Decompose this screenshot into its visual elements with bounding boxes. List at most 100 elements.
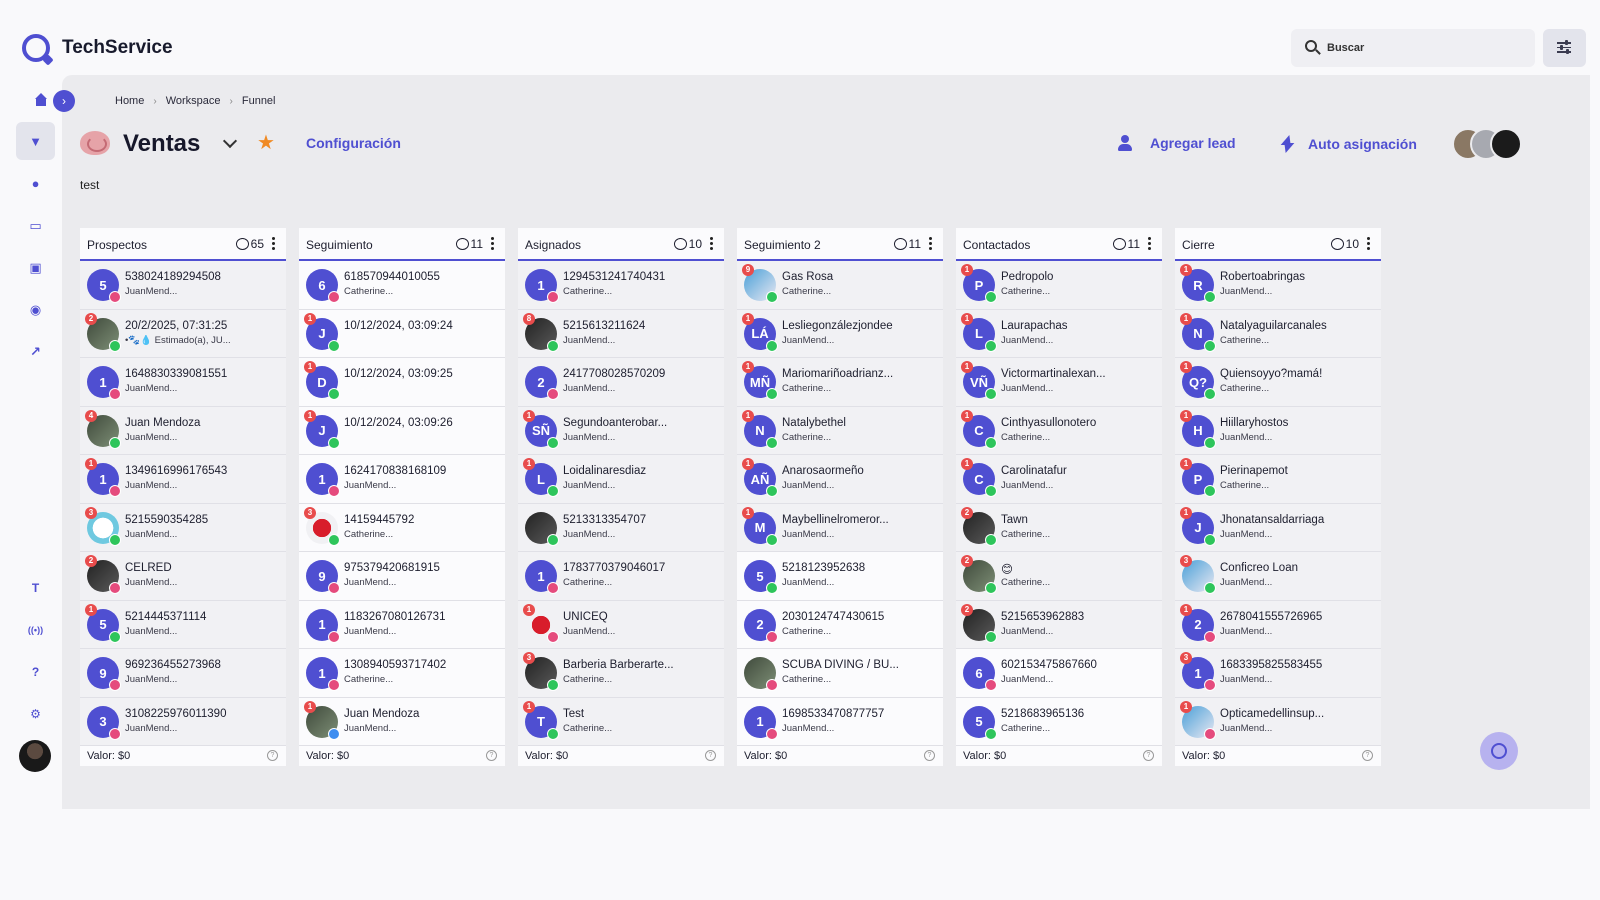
lead-card[interactable]: P 1 Pierinapemot Catherine... bbox=[1175, 455, 1381, 504]
lead-card[interactable]: C 1 Carolinatafur JuanMend... bbox=[956, 455, 1162, 504]
lead-card[interactable]: SCUBA DIVING / BU... Catherine... bbox=[737, 649, 943, 698]
help-icon[interactable]: ? bbox=[1362, 750, 1373, 761]
lead-card[interactable]: 2 1 2678041555726965 JuanMend... bbox=[1175, 600, 1381, 649]
lead-card[interactable]: 5 5218123952638 JuanMend... bbox=[737, 552, 943, 601]
unread-badge: 1 bbox=[304, 700, 316, 713]
lead-card[interactable]: 9 969236455273968 JuanMend... bbox=[80, 649, 286, 698]
lead-card[interactable]: 1 Opticamedellinsup... JuanMend... bbox=[1175, 697, 1381, 746]
lead-card[interactable]: P 1 Pedropolo Catherine... bbox=[956, 261, 1162, 310]
lead-card[interactable]: VÑ 1 Victormartinalexan... JuanMend... bbox=[956, 358, 1162, 407]
lead-card[interactable]: R 1 Robertoabringas JuanMend... bbox=[1175, 261, 1381, 310]
lead-card[interactable]: J 1 10/12/2024, 03:09:24 bbox=[299, 309, 505, 358]
breadcrumb-funnel[interactable]: Funnel bbox=[241, 95, 276, 107]
lead-card[interactable]: N 1 Natalybethel Catherine... bbox=[737, 406, 943, 455]
lead-card[interactable]: MÑ 1 Mariomariñoadrianz... Catherine... bbox=[737, 358, 943, 407]
help-icon[interactable]: ? bbox=[1143, 750, 1154, 761]
lead-card[interactable]: N 1 Natalyaguilarcanales Catherine... bbox=[1175, 309, 1381, 358]
help-icon[interactable]: ? bbox=[924, 750, 935, 761]
lead-card[interactable]: 1 1308940593717402 Catherine... bbox=[299, 649, 505, 698]
lead-card[interactable]: 2 Tawn Catherine... bbox=[956, 503, 1162, 552]
configuration-link[interactable]: Configuración bbox=[306, 135, 401, 151]
lead-name: Mariomariñoadrianz... bbox=[782, 368, 894, 380]
lead-card[interactable]: SÑ 1 Segundoanterobar... JuanMend... bbox=[518, 406, 724, 455]
lead-card[interactable]: 6 602153475867660 JuanMend... bbox=[956, 649, 1162, 698]
lead-card[interactable]: 1 1183267080126731 JuanMend... bbox=[299, 600, 505, 649]
chevron-down-icon[interactable] bbox=[222, 133, 238, 149]
chat-support-button[interactable] bbox=[1480, 732, 1518, 770]
lead-card[interactable]: AÑ 1 Anarosaormeño JuanMend... bbox=[737, 455, 943, 504]
sidebar-item-funnel[interactable]: ▼ bbox=[16, 122, 55, 160]
lead-card[interactable]: J 1 10/12/2024, 03:09:26 bbox=[299, 406, 505, 455]
sidebar-item-messages[interactable]: ◉ bbox=[16, 290, 55, 328]
lead-card[interactable]: 2 CELRED JuanMend... bbox=[80, 552, 286, 601]
more-vertical-icon[interactable] bbox=[272, 237, 275, 251]
add-lead-button[interactable]: Agregar lead bbox=[1118, 135, 1236, 151]
sidebar-item-text[interactable]: T bbox=[16, 569, 55, 607]
help-icon[interactable]: ? bbox=[705, 750, 716, 761]
lead-card[interactable]: 2 2030124747430615 Catherine... bbox=[737, 600, 943, 649]
lead-card[interactable]: 1 1648830339081551 JuanMend... bbox=[80, 358, 286, 407]
lead-card[interactable]: 6 618570944010055 Catherine... bbox=[299, 261, 505, 310]
more-vertical-icon[interactable] bbox=[1148, 237, 1151, 251]
sidebar-toggle-button[interactable]: › bbox=[53, 90, 75, 112]
lead-card[interactable]: 1 3 1683395825583455 JuanMend... bbox=[1175, 649, 1381, 698]
lead-card[interactable]: 1 Juan Mendoza JuanMend... bbox=[299, 697, 505, 746]
auto-assign-button[interactable]: Auto asignación bbox=[1280, 135, 1417, 153]
lead-card[interactable]: 2 😊 Catherine... bbox=[956, 552, 1162, 601]
user-avatar[interactable] bbox=[19, 740, 51, 772]
lead-card[interactable]: 5213313354707 JuanMend... bbox=[518, 503, 724, 552]
lead-card[interactable]: 2 20/2/2025, 07:31:25 •🐾💧 Estimado(a), JU.… bbox=[80, 309, 286, 358]
more-vertical-icon[interactable] bbox=[1367, 237, 1370, 251]
lead-card[interactable]: 3 Conficreo Loan JuanMend... bbox=[1175, 552, 1381, 601]
more-vertical-icon[interactable] bbox=[491, 237, 494, 251]
lead-card[interactable]: 1 1624170838168109 JuanMend... bbox=[299, 455, 505, 504]
search-box[interactable] bbox=[1291, 29, 1535, 67]
lead-card[interactable]: T 1 Test Catherine... bbox=[518, 697, 724, 746]
lead-card[interactable]: 1 UNICEQ JuanMend... bbox=[518, 600, 724, 649]
lead-card[interactable]: H 1 Hiillaryhostos JuanMend... bbox=[1175, 406, 1381, 455]
breadcrumb-home[interactable]: Home bbox=[115, 95, 145, 107]
lead-card[interactable]: D 1 10/12/2024, 03:09:25 bbox=[299, 358, 505, 407]
lead-card[interactable]: 3 14159445792 Catherine... bbox=[299, 503, 505, 552]
lead-card[interactable]: 1 1698533470877757 JuanMend... bbox=[737, 697, 943, 746]
help-icon[interactable]: ? bbox=[267, 750, 278, 761]
lead-card[interactable]: 9 975379420681915 JuanMend... bbox=[299, 552, 505, 601]
sidebar-item-settings[interactable]: ⚙ bbox=[16, 695, 55, 733]
lead-card[interactable]: 3 3108225976011390 JuanMend... bbox=[80, 697, 286, 746]
star-icon[interactable]: ★ bbox=[257, 132, 275, 154]
lead-card[interactable]: 1 1 1349616996176543 JuanMend... bbox=[80, 455, 286, 504]
breadcrumb-workspace[interactable]: Workspace bbox=[165, 95, 221, 107]
lead-card[interactable]: 5 5218683965136 Catherine... bbox=[956, 697, 1162, 746]
sidebar-item-analytics[interactable]: ↗ bbox=[16, 332, 55, 370]
home-icon[interactable] bbox=[34, 93, 48, 107]
lead-card[interactable]: 4 Juan Mendoza JuanMend... bbox=[80, 406, 286, 455]
lead-card[interactable]: L 1 Laurapachas JuanMend... bbox=[956, 309, 1162, 358]
sidebar-item-chat[interactable]: ● bbox=[16, 164, 55, 202]
more-vertical-icon[interactable] bbox=[710, 237, 713, 251]
lead-card[interactable]: 5 1 5214445371114 JuanMend... bbox=[80, 600, 286, 649]
lead-card[interactable]: 3 5215590354285 JuanMend... bbox=[80, 503, 286, 552]
team-avatars[interactable] bbox=[1452, 128, 1532, 162]
lead-card[interactable]: M 1 Maybellinelromeror... JuanMend... bbox=[737, 503, 943, 552]
lead-card[interactable]: Q? 1 Quiensoyyo?mamá! Catherine... bbox=[1175, 358, 1381, 407]
filter-settings-button[interactable] bbox=[1543, 29, 1586, 67]
lead-card[interactable]: J 1 Jhonatansaldarriaga JuanMend... bbox=[1175, 503, 1381, 552]
lead-card[interactable]: 2 5215653962883 JuanMend... bbox=[956, 600, 1162, 649]
more-vertical-icon[interactable] bbox=[929, 237, 932, 251]
sidebar-item-calendar[interactable]: ▭ bbox=[16, 206, 55, 244]
sidebar-item-contacts[interactable]: ▣ bbox=[16, 248, 55, 286]
sidebar-item-broadcast[interactable]: ((•)) bbox=[16, 611, 55, 649]
help-icon[interactable]: ? bbox=[486, 750, 497, 761]
lead-card[interactable]: 1 1783770379046017 Catherine... bbox=[518, 552, 724, 601]
lead-card[interactable]: 1 1294531241740431 Catherine... bbox=[518, 261, 724, 310]
lead-card[interactable]: LÁ 1 Lesliegonzálezjondee JuanMend... bbox=[737, 309, 943, 358]
sidebar-item-help[interactable]: ? bbox=[16, 653, 55, 691]
lead-card[interactable]: 8 5215613211624 JuanMend... bbox=[518, 309, 724, 358]
lead-card[interactable]: 2 2417708028570209 JuanMend... bbox=[518, 358, 724, 407]
lead-card[interactable]: C 1 Cinthyasullonotero Catherine... bbox=[956, 406, 1162, 455]
search-input[interactable] bbox=[1327, 29, 1527, 67]
lead-card[interactable]: 3 Barberia Barberarte... Catherine... bbox=[518, 649, 724, 698]
lead-card[interactable]: 9 Gas Rosa Catherine... bbox=[737, 261, 943, 310]
lead-card[interactable]: L 1 Loidalinaresdiaz JuanMend... bbox=[518, 455, 724, 504]
lead-card[interactable]: 5 538024189294508 JuanMend... bbox=[80, 261, 286, 310]
